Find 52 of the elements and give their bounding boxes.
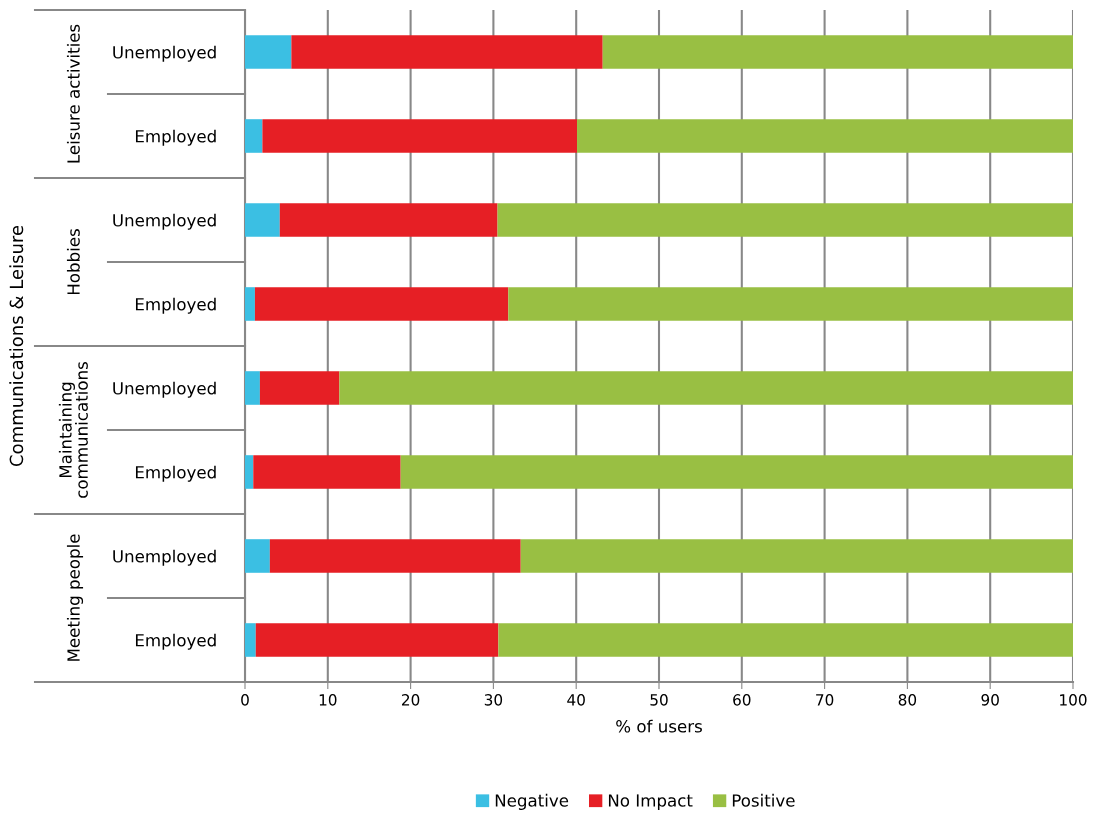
y-tick-label: Employed bbox=[135, 297, 216, 314]
x-tick-label: 80 bbox=[898, 694, 917, 706]
bar bbox=[508, 287, 1073, 321]
bar bbox=[577, 119, 1073, 153]
legend-label: Negative bbox=[495, 793, 569, 810]
y-tick-label: Unemployed bbox=[113, 213, 216, 230]
bar bbox=[497, 203, 1073, 237]
bar bbox=[245, 371, 260, 405]
bar bbox=[400, 455, 1073, 489]
x-tick-label: 90 bbox=[981, 694, 999, 706]
x-axis-title: % of users bbox=[616, 719, 702, 733]
x-tick-label: 60 bbox=[733, 694, 751, 706]
x-tick-label: 30 bbox=[484, 694, 503, 706]
text: Maintaining communications bbox=[58, 362, 88, 498]
bar bbox=[255, 623, 499, 657]
x-tick-label: 100 bbox=[1060, 694, 1087, 706]
y-tick-label: Employed bbox=[135, 465, 216, 482]
text: Hobbies bbox=[66, 229, 80, 295]
bar bbox=[245, 287, 255, 321]
bar bbox=[291, 35, 603, 69]
bar bbox=[262, 119, 578, 153]
y-tick-label: Unemployed bbox=[113, 381, 216, 398]
bar bbox=[245, 455, 254, 489]
y-tick-label: Unemployed bbox=[113, 549, 216, 566]
y-tick-label: Employed bbox=[135, 633, 216, 650]
y-tick-label: Unemployed bbox=[113, 45, 216, 62]
y-axis-title: Communications & Leisure bbox=[9, 225, 24, 467]
x-tick-label: 0 bbox=[241, 694, 249, 706]
bar bbox=[245, 623, 256, 657]
bar bbox=[602, 35, 1073, 69]
x-tick-label: 70 bbox=[816, 694, 834, 706]
y-tick-label: Employed bbox=[135, 129, 216, 146]
legend-label: No Impact bbox=[608, 794, 693, 810]
bar bbox=[498, 623, 1073, 657]
x-tick-label: 10 bbox=[319, 694, 337, 706]
text: Leisure activities bbox=[66, 24, 80, 163]
bar bbox=[245, 539, 270, 573]
bar bbox=[253, 455, 401, 489]
bar bbox=[245, 119, 263, 153]
x-tick-label: 40 bbox=[567, 694, 585, 706]
x-tick-label: 20 bbox=[402, 694, 420, 706]
x-tick-label: 50 bbox=[650, 694, 668, 706]
bar bbox=[269, 539, 521, 573]
bar bbox=[254, 287, 509, 321]
bar bbox=[245, 35, 292, 69]
legend-label: Positive bbox=[732, 793, 795, 807]
text: Meeting people bbox=[66, 534, 84, 661]
bar bbox=[279, 203, 498, 237]
bar bbox=[339, 371, 1073, 405]
bar bbox=[259, 371, 340, 405]
bar bbox=[245, 203, 280, 237]
bar bbox=[520, 539, 1073, 573]
